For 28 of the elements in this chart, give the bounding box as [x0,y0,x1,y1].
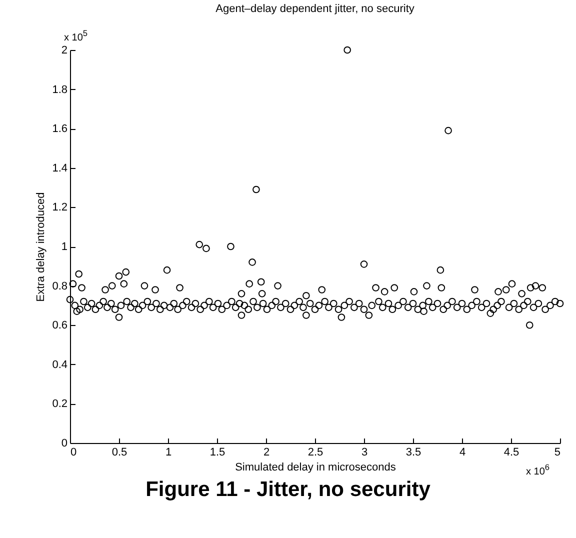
x-tick-label: 0 [70,446,77,458]
y-tick-label: 1 [61,241,68,253]
y-tick-label: 1.2 [52,202,68,214]
y-tick-label: 0.4 [52,358,68,371]
x-tick-label: 3.5 [406,446,422,458]
text: x 10$^{5}$ [64,28,88,44]
x-tick-label: 5 [554,446,560,458]
x-tick-label: 1 [165,446,172,458]
y-tick-label: 0.8 [52,280,68,292]
y-tick-label: 2 [61,44,68,56]
y-tick-label: 0.2 [52,398,68,410]
x-axis-title: Simulated delay in microseconds [235,462,396,474]
y-tick-label: 1.6 [52,123,68,136]
x-tick-label: 4 [459,446,466,458]
y-tick-label: 1.4 [52,162,68,174]
chart-title: Agent–delay dependent jitter, no security [216,3,415,15]
caption: Figure 11 - Jitter, no security [144,478,432,502]
x-tick-label: 2.5 [308,446,324,458]
x-tick-label: 4.5 [504,446,520,458]
x-tick-label: 2 [263,446,270,458]
text: x 10$^{6}$ [526,462,550,478]
y-tick-label: 1.8 [52,84,68,96]
y-tick-label: 0 [61,438,68,450]
y-axis-title: Extra delay introduced [35,192,48,302]
x-tick-label: 0.5 [112,446,128,458]
y-tick-label: 0.6 [52,320,68,332]
x-tick-label: 3 [361,446,368,458]
x-tick-label: 1.5 [210,446,226,458]
